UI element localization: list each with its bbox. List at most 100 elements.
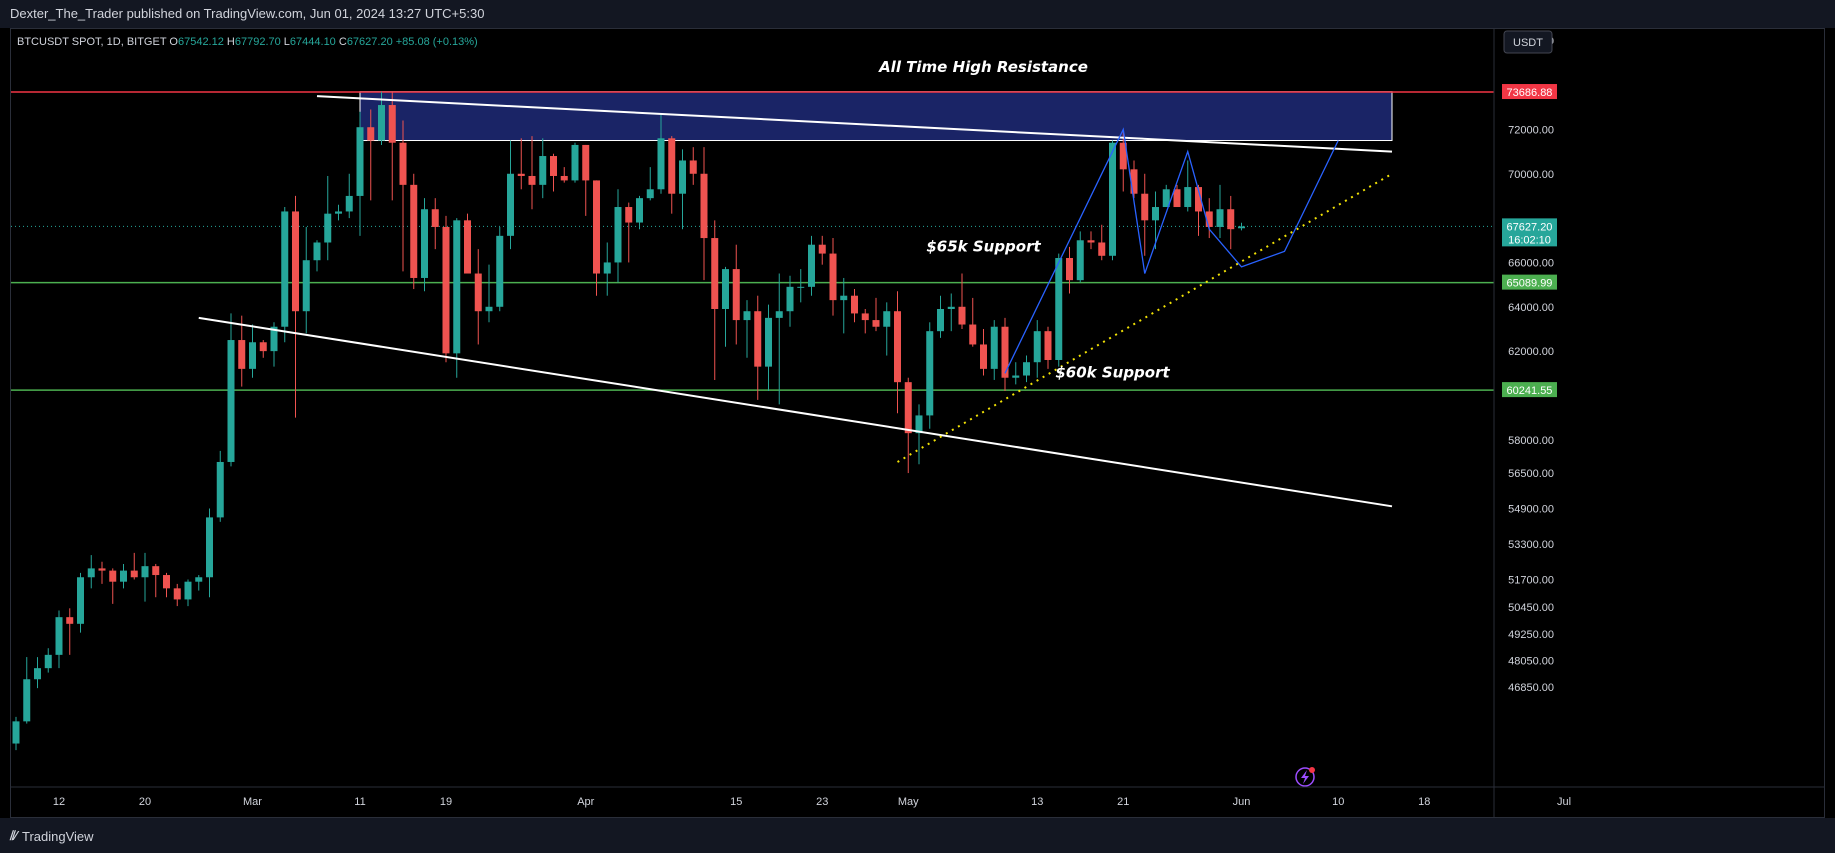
candle-body [195,577,203,582]
y-tick-label: 54900.00 [1508,504,1554,516]
annotation-label: All Time High Resistance [878,58,1088,76]
currency-button-box [1503,30,1553,54]
candle-body [689,160,697,174]
candle [990,320,998,380]
candle-body [34,668,41,680]
candle [980,328,987,376]
candle-body [324,213,332,243]
candle-body [797,286,805,288]
candle-body [904,382,912,434]
y-tick-label: 62000.00 [1508,346,1554,358]
candle-body [399,142,407,185]
candle [507,140,514,250]
candle-body [947,306,955,310]
candle-body [883,311,891,327]
candle-body [1141,193,1149,221]
candle-body [55,617,63,655]
candle-body [216,461,224,518]
candle [173,583,181,607]
candle [1066,246,1073,294]
candle-body [722,269,729,310]
candle [700,147,708,281]
candle [367,109,375,201]
candle-body [87,568,95,578]
chart-frame[interactable]: All Time High Resistance $65k Support $60k… [10,28,1825,818]
candle-body [238,340,246,369]
candle [872,297,880,332]
candle [689,147,697,185]
y-tick-label: 48050.00 [1508,655,1554,667]
candle-body [12,721,20,744]
candle [1205,198,1213,239]
ohlc-legend: BTCUSDT SPOT, 1D, BITGET O67542.12 H6779… [17,36,478,48]
annotation-label: $65k Support [926,237,1041,255]
candle [711,220,719,380]
tradingview-logo[interactable]: ⫽⁄ TradingView [10,828,94,844]
plot-area: All Time High Resistance $65k Support $60k… [11,58,1494,787]
y-tick-label: 64000.00 [1508,302,1554,314]
candle-body [292,211,299,312]
candle [431,198,439,250]
candle-body [1130,169,1138,194]
candle [98,561,106,584]
footer-bar: ⫽⁄ TradingView [0,818,1835,853]
candle [410,173,418,290]
candle [163,572,170,598]
candle-body [582,144,590,181]
candle-body [1238,226,1245,229]
candle-body [77,577,84,624]
candle-body [345,195,353,212]
candle-body [1023,362,1030,376]
price-chart[interactable]: All Time High Resistance $65k Support $60k… [11,29,1824,817]
lightning-bolt [1301,770,1309,784]
candle-body [141,566,149,578]
candle-body [431,209,439,227]
candle-body [560,175,568,181]
publisher-text: Dexter_The_Trader published on TradingVi… [10,6,485,21]
candle-body [367,127,375,141]
candle [722,266,729,347]
candle [464,213,471,274]
x-tick-label: 13 [1031,796,1043,808]
candle-body [1087,240,1095,243]
candle [1119,131,1127,192]
candle-body [421,209,428,278]
lightning-dot [1309,767,1315,773]
candle-body [818,244,826,254]
x-tick-label: Jun [1233,796,1251,808]
candle [528,136,536,210]
candle-body [829,253,837,301]
legend-part: O [169,36,178,48]
x-tick-label: 21 [1117,796,1129,808]
x-tick-label: 19 [440,796,452,808]
currency-button[interactable]: USDT [1503,30,1553,54]
candle [926,322,934,429]
candle [636,195,643,230]
candle-body [980,344,987,369]
x-tick-label: 23 [816,796,828,808]
candle [130,552,138,580]
candle-body [302,260,310,312]
lightning-icon [1295,767,1315,787]
candle [765,304,772,392]
candle-body [1055,258,1063,360]
candle [1087,231,1095,250]
candle-body [1227,209,1235,230]
price-badge-value: 67627.20 [1507,221,1553,233]
candle-body [388,105,396,143]
candle [378,91,385,145]
candle-body [130,570,138,578]
trendline [316,95,1393,153]
candle-body [1012,375,1020,378]
candle [1055,253,1063,367]
candle-body [1119,142,1127,170]
y-tick-label: 51700.00 [1508,574,1554,586]
candle-body [1076,240,1084,281]
y-tick-label: 72000.00 [1508,124,1554,136]
price-badge-box [1502,218,1557,247]
candle-body [270,326,278,352]
candle [238,315,246,387]
candle [1141,173,1149,256]
candle-body [754,311,762,367]
candle-body [926,331,934,416]
